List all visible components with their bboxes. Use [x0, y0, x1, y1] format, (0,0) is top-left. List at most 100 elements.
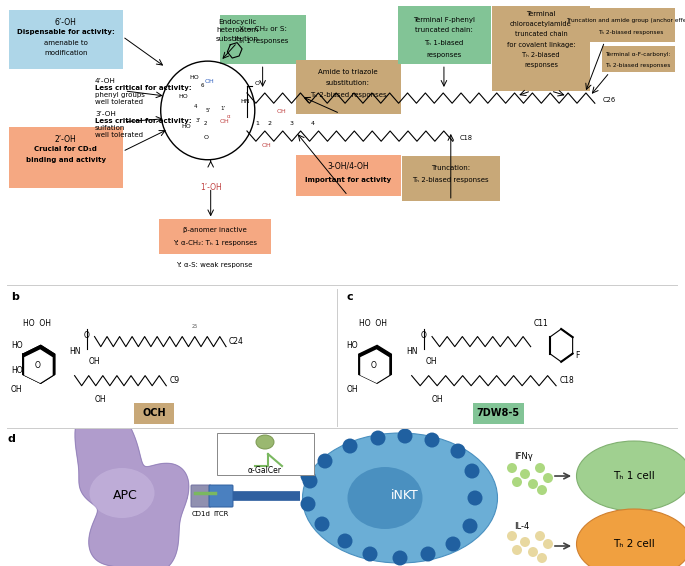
- Text: modification: modification: [44, 50, 88, 56]
- Circle shape: [535, 531, 545, 541]
- FancyBboxPatch shape: [191, 485, 211, 507]
- Circle shape: [528, 547, 538, 557]
- FancyBboxPatch shape: [492, 5, 590, 91]
- Text: OCH: OCH: [142, 409, 166, 418]
- Circle shape: [512, 477, 522, 487]
- Text: OH: OH: [219, 119, 229, 124]
- Text: C26: C26: [603, 97, 616, 103]
- Text: O: O: [371, 361, 377, 370]
- Text: Terminal F-phenyl: Terminal F-phenyl: [413, 17, 475, 23]
- Text: truncated chain: truncated chain: [514, 32, 567, 37]
- Text: amenable to: amenable to: [44, 40, 88, 46]
- Text: O: O: [255, 82, 260, 86]
- Circle shape: [507, 531, 517, 541]
- Text: APC: APC: [112, 488, 138, 501]
- Text: X = CH₂ or S:: X = CH₂ or S:: [238, 26, 286, 32]
- Text: Less critical for activity:: Less critical for activity:: [95, 118, 192, 124]
- Text: 2: 2: [267, 121, 271, 126]
- Text: 2: 2: [204, 121, 208, 126]
- Polygon shape: [25, 350, 52, 382]
- Ellipse shape: [577, 441, 685, 511]
- Circle shape: [462, 518, 477, 534]
- Text: Tₕ 2-biased responses: Tₕ 2-biased responses: [606, 63, 671, 68]
- Circle shape: [543, 473, 553, 483]
- Text: Tₕ 1 responses: Tₕ 1 responses: [237, 37, 288, 44]
- Text: well tolerated: well tolerated: [95, 99, 143, 105]
- Circle shape: [537, 553, 547, 563]
- Text: α-GalCer: α-GalCer: [248, 465, 282, 474]
- Text: 1’: 1’: [221, 106, 226, 111]
- FancyBboxPatch shape: [217, 433, 314, 475]
- FancyBboxPatch shape: [296, 60, 401, 114]
- FancyBboxPatch shape: [296, 155, 401, 196]
- Text: iNKT: iNKT: [391, 488, 419, 501]
- FancyBboxPatch shape: [398, 5, 491, 64]
- Text: b: b: [11, 293, 18, 302]
- FancyBboxPatch shape: [9, 127, 123, 188]
- Text: OH: OH: [276, 109, 286, 114]
- Text: 1: 1: [256, 121, 260, 126]
- Circle shape: [425, 432, 440, 448]
- Text: OH: OH: [88, 357, 100, 366]
- Circle shape: [371, 431, 386, 445]
- Text: Tₕ 2-biased responses: Tₕ 2-biased responses: [599, 30, 664, 35]
- Circle shape: [520, 537, 530, 547]
- Text: HO: HO: [11, 366, 23, 375]
- Polygon shape: [361, 350, 388, 382]
- Text: 1’-OH: 1’-OH: [200, 183, 221, 192]
- Circle shape: [528, 479, 538, 489]
- Text: for covalent linkage:: for covalent linkage:: [507, 42, 575, 48]
- Circle shape: [537, 485, 547, 495]
- Circle shape: [421, 547, 436, 561]
- Circle shape: [451, 444, 466, 458]
- Text: a: a: [11, 13, 18, 23]
- Polygon shape: [75, 400, 189, 566]
- Text: β-anomer inactive: β-anomer inactive: [183, 226, 247, 233]
- Text: OH: OH: [262, 143, 271, 148]
- Text: HN: HN: [70, 347, 81, 356]
- Circle shape: [520, 469, 530, 479]
- Text: Tₕ 2-biased responses: Tₕ 2-biased responses: [412, 177, 489, 183]
- Text: binding and activity: binding and activity: [25, 157, 105, 163]
- FancyBboxPatch shape: [209, 485, 233, 507]
- Text: O: O: [84, 331, 90, 340]
- Text: O: O: [421, 331, 427, 340]
- Text: 3’-OH: 3’-OH: [95, 110, 116, 117]
- Text: phenyl groups: phenyl groups: [95, 92, 145, 98]
- Text: HO  OH: HO OH: [23, 319, 51, 328]
- Text: sulfation: sulfation: [95, 125, 125, 131]
- Text: 4: 4: [310, 121, 314, 126]
- Text: IFNγ: IFNγ: [514, 452, 533, 461]
- Text: F: F: [575, 351, 580, 360]
- Text: 3: 3: [289, 121, 293, 126]
- Text: 3-OH/4-OH: 3-OH/4-OH: [327, 161, 369, 170]
- Text: HO  OH: HO OH: [359, 319, 387, 328]
- Text: Y: α-S: weak response: Y: α-S: weak response: [177, 261, 253, 268]
- Text: HO: HO: [182, 125, 191, 130]
- Text: 7DW8-5: 7DW8-5: [477, 409, 520, 418]
- Text: C18: C18: [559, 376, 574, 385]
- Text: c: c: [347, 293, 353, 302]
- FancyBboxPatch shape: [601, 46, 675, 72]
- Text: substitution:: substitution:: [326, 80, 370, 85]
- Text: X: X: [234, 37, 238, 42]
- Circle shape: [507, 463, 517, 473]
- Ellipse shape: [303, 433, 497, 563]
- Text: Truncation:: Truncation:: [432, 165, 471, 171]
- Text: OH: OH: [347, 385, 358, 394]
- Circle shape: [362, 547, 377, 561]
- Text: iTCR: iTCR: [213, 511, 229, 517]
- Text: Tₕ 2 cell: Tₕ 2 cell: [613, 539, 655, 549]
- Circle shape: [535, 463, 545, 473]
- FancyBboxPatch shape: [9, 10, 123, 70]
- Text: IL-4: IL-4: [514, 521, 530, 530]
- Ellipse shape: [256, 435, 274, 449]
- Text: truncated chain:: truncated chain:: [415, 27, 473, 33]
- Circle shape: [467, 491, 482, 505]
- Circle shape: [301, 469, 316, 483]
- Circle shape: [338, 534, 353, 548]
- Circle shape: [314, 517, 329, 531]
- Text: chloroacetylamide: chloroacetylamide: [510, 21, 572, 27]
- Text: CD1d: CD1d: [192, 511, 210, 517]
- Polygon shape: [23, 345, 55, 383]
